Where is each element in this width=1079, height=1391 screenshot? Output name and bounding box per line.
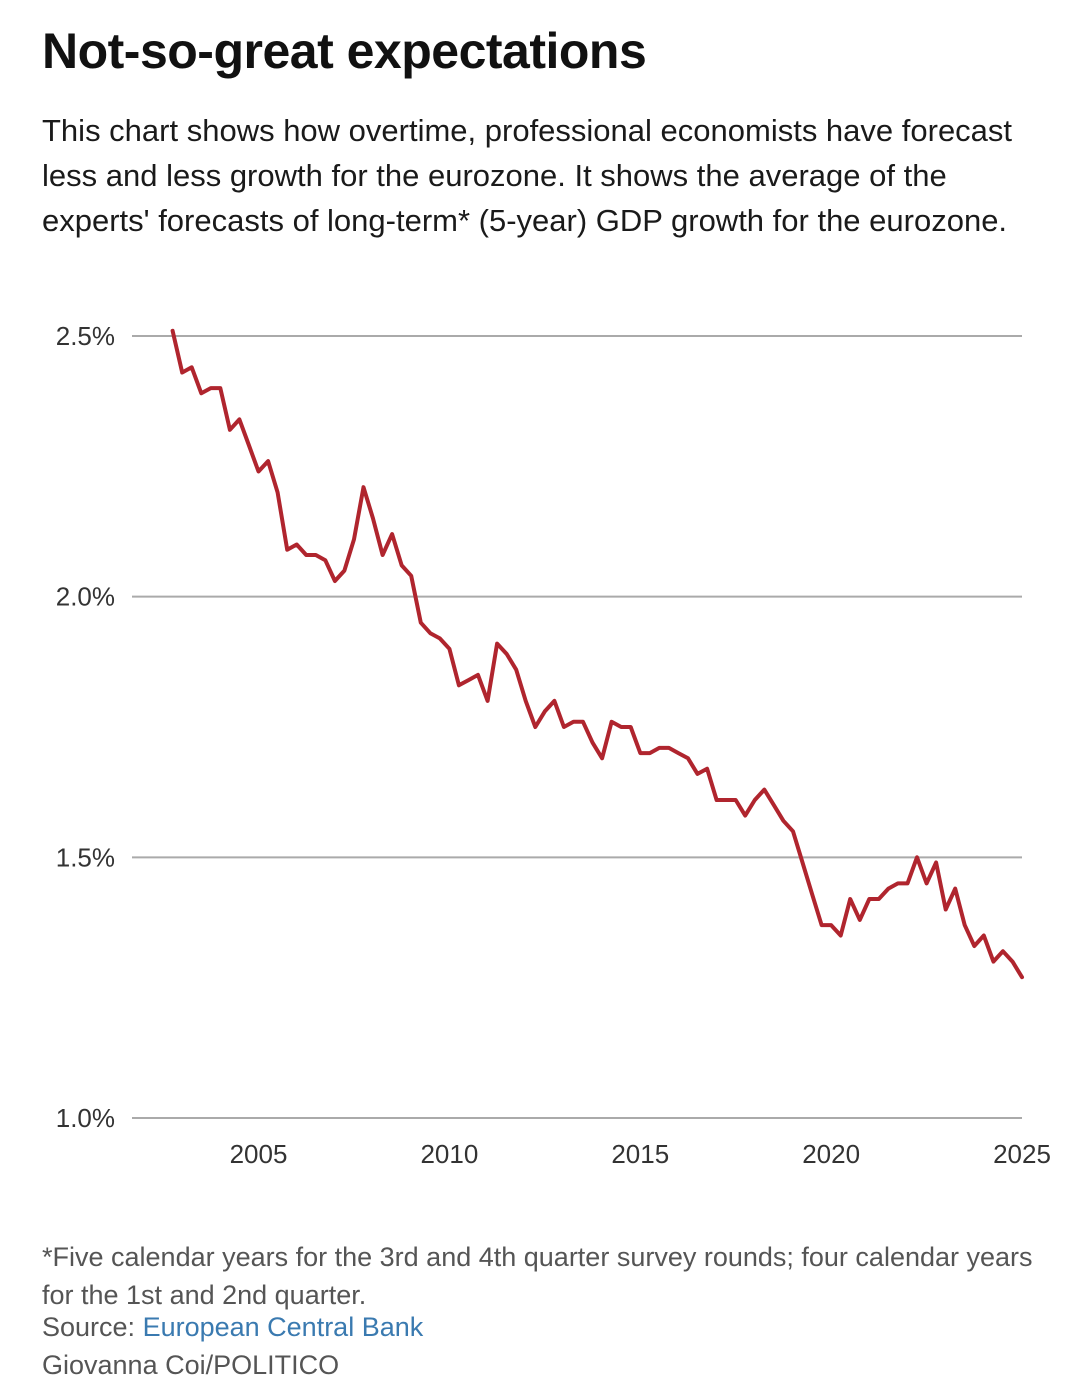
- x-tick-label: 2010: [420, 1139, 478, 1169]
- chart-subtitle: This chart shows how overtime, professio…: [42, 113, 1013, 238]
- source-line: Source: European Central Bank: [42, 1312, 423, 1343]
- x-tick-label: 2015: [611, 1139, 669, 1169]
- grid-lines: [132, 335, 1022, 1119]
- y-tick-label: 2.5%: [56, 321, 115, 351]
- source-link[interactable]: European Central Bank: [142, 1312, 424, 1342]
- series-layer: [170, 328, 1024, 980]
- y-tick-label: 1.5%: [56, 842, 115, 872]
- y-axis-ticks: 2.5% 2.0% 1.5% 1.0%: [56, 321, 115, 1133]
- y-tick-label: 1.0%: [56, 1103, 115, 1133]
- series-line-0: [170, 328, 1024, 980]
- footnote: *Five calendar years for the 3rd and 4th…: [42, 1242, 1033, 1310]
- x-tick-label: 2005: [230, 1139, 288, 1169]
- y-tick-label: 2.0%: [56, 582, 115, 612]
- chart-title: Not-so-great expectations: [42, 23, 647, 79]
- source-label: Source:: [42, 1312, 143, 1342]
- x-tick-label: 2025: [993, 1139, 1051, 1169]
- x-axis-ticks: 2005 2010 2015 2020 2025: [230, 1139, 1051, 1169]
- line-chart: 2.5% 2.0% 1.5% 1.0% 2005 2010 2015 2020 2025: [56, 321, 1051, 1169]
- credit: Giovanna Coi/POLITICO: [42, 1350, 340, 1380]
- x-tick-label: 2020: [802, 1139, 860, 1169]
